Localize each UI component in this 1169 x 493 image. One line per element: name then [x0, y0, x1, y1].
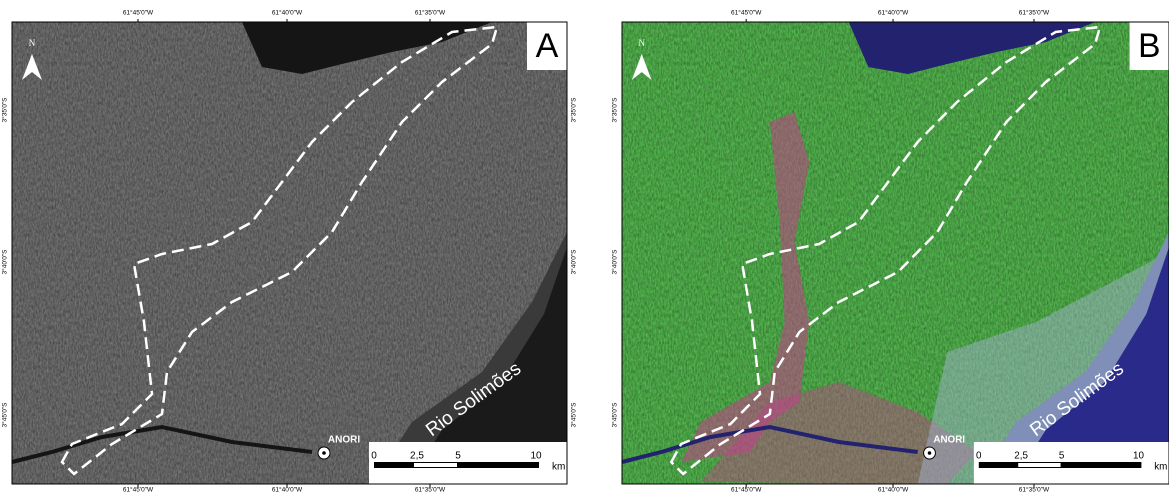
- right-coordinate: 3°45'0"S: [570, 402, 578, 428]
- left-coordinate: 3°40'0"S: [1, 249, 9, 275]
- right-coordinate: 3°35'0"S: [570, 97, 578, 123]
- left-coordinate: 3°35'0"S: [611, 97, 619, 123]
- scale-label: 2,5: [410, 451, 424, 462]
- left-coordinate: 3°40'0"S: [611, 249, 619, 275]
- top-coordinate: 61°45'0"W: [731, 9, 762, 17]
- right-coordinate: 3°40'0"S: [570, 249, 578, 275]
- top-coordinate: 61°45'0"W: [123, 9, 154, 17]
- top-coordinate: 61°35'0"W: [1019, 9, 1050, 17]
- panel-label: A: [536, 27, 559, 65]
- left-coordinate: 3°35'0"S: [1, 97, 9, 123]
- top-coordinate: 61°35'0"W: [415, 9, 446, 17]
- scale-label: 2,5: [1014, 451, 1028, 462]
- scale-bar-segment: [1018, 463, 1060, 467]
- town-label: ANORI: [933, 435, 965, 446]
- scale-label: 0: [976, 451, 982, 462]
- scale-label: 10: [530, 451, 542, 462]
- scale-label: 5: [455, 451, 461, 462]
- left-coordinate: 3°45'0"S: [611, 402, 619, 428]
- north-label: N: [639, 38, 646, 48]
- scale-unit: km: [552, 462, 565, 473]
- figure: ANANORIRio Solimões02,5510km61°45'0"W61°…: [0, 0, 1169, 493]
- scale-label: 10: [1133, 451, 1144, 462]
- top-coordinate: 61°40'0"W: [878, 9, 909, 17]
- scale-label: 5: [1059, 451, 1065, 462]
- panel-label: B: [1138, 27, 1160, 65]
- scale-unit: km: [1154, 462, 1167, 473]
- top-coordinate: 61°40'0"W: [272, 9, 303, 17]
- town-label: ANORI: [328, 435, 360, 446]
- town-dot: [928, 451, 932, 455]
- town-dot: [322, 451, 326, 455]
- north-label: N: [29, 38, 36, 48]
- scale-bar-segment: [414, 463, 457, 467]
- scale-label: 0: [371, 451, 377, 462]
- left-coordinate: 3°45'0"S: [1, 402, 9, 428]
